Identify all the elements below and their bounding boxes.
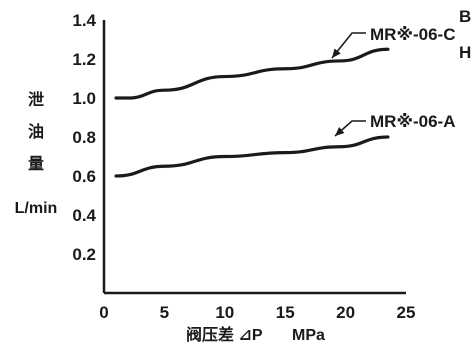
x-tick-label: 10 [215,303,234,322]
series-line-mr-06-a [114,135,390,178]
y-tick-label: 0.2 [72,245,96,264]
y-tick-label: 0.4 [72,206,96,225]
chart-axes [102,20,406,295]
series-label-mr-06-c: MR※-06-C [370,25,455,44]
y-axis-label-char-2: 油 [28,122,44,141]
y-tick-label: 1.4 [72,11,96,30]
series-label-extra-above: B [459,7,471,26]
chart-annotations: MR※-06-CBH MR※-06-A [331,7,471,137]
x-axis-label: 阀压差 ⊿P [186,325,263,344]
x-axis-unit: MPa [292,327,325,344]
x-tick-label: 25 [397,303,416,322]
chart-tick-labels: 0 5 10 15 20 25 0.2 0.4 0.6 0.8 1.0 1.2 1.4 [72,11,415,322]
y-axis-unit: L/min [15,200,58,217]
x-tick-label: 0 [99,303,108,322]
series-label-mr-06-a: MR※-06-A [370,112,455,131]
x-tick-label: 20 [336,303,355,322]
y-axis-label-char-3: 量 [28,155,44,173]
arrowhead-mr-06-c [332,48,341,58]
chart-axis-labels: 泄 油 量 L/min 阀压差 ⊿P MPa [15,90,325,344]
y-tick-label: 1.2 [72,50,96,69]
y-tick-label: 1.0 [72,89,96,108]
series-label-extra-below: H [459,43,471,62]
y-axis-label-char-1: 泄 [28,90,44,109]
arrowhead-mr-06-a [335,127,345,136]
x-tick-label: 15 [276,303,295,322]
x-tick-label: 5 [160,303,169,322]
leader-line-mr-06-c [331,32,366,59]
y-tick-label: 0.8 [72,128,96,147]
chart-series [114,47,390,178]
series-line-mr-06-c [114,47,390,100]
y-tick-label: 0.6 [72,167,96,186]
